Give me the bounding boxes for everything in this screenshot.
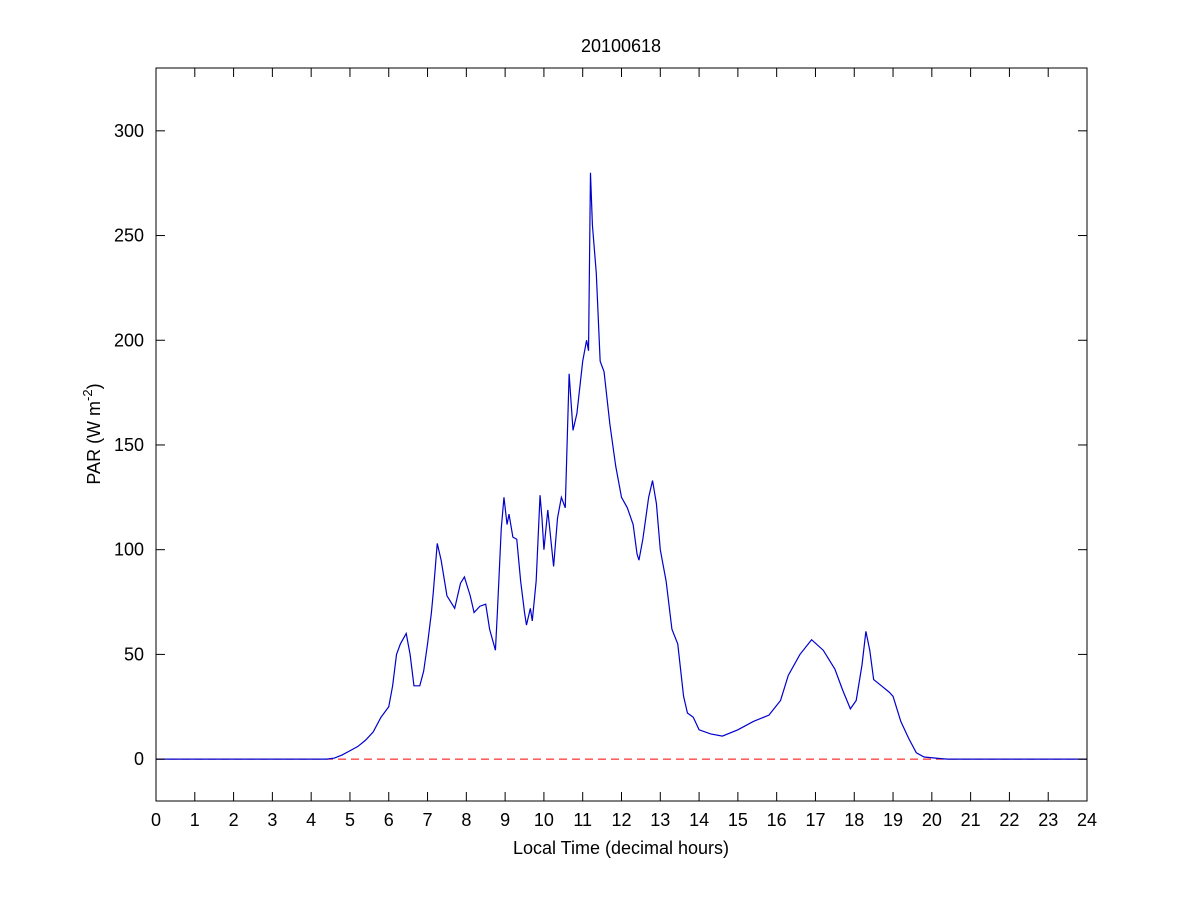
y-axis-label-exponent: -2 <box>80 389 95 401</box>
x-tick-label: 5 <box>345 810 355 830</box>
x-tick-label: 14 <box>689 810 709 830</box>
x-tick-label: 4 <box>306 810 316 830</box>
y-tick-label: 250 <box>114 226 144 246</box>
x-tick-label: 7 <box>423 810 433 830</box>
y-tick-label: 200 <box>114 330 144 350</box>
x-tick-label: 8 <box>461 810 471 830</box>
x-tick-label: 11 <box>573 810 592 830</box>
chart-title: 20100618 <box>581 36 661 56</box>
y-axis-label-text: PAR (W m <box>84 401 104 485</box>
x-tick-label: 3 <box>267 810 277 830</box>
x-tick-label: 2 <box>229 810 239 830</box>
x-tick-label: 12 <box>611 810 631 830</box>
y-tick-label: 150 <box>114 435 144 455</box>
x-tick-label: 21 <box>961 810 981 830</box>
y-tick-label: 300 <box>114 121 144 141</box>
x-tick-label: 20 <box>922 810 942 830</box>
x-tick-label: 18 <box>844 810 864 830</box>
y-tick-label: 0 <box>134 749 144 769</box>
x-tick-label: 15 <box>728 810 748 830</box>
x-tick-label: 24 <box>1077 810 1097 830</box>
y-tick-label: 50 <box>124 644 144 664</box>
y-axis-label: PAR (W m-2) <box>80 383 104 484</box>
x-tick-label: 0 <box>151 810 161 830</box>
x-tick-label: 19 <box>883 810 903 830</box>
x-tick-label: 13 <box>650 810 670 830</box>
x-tick-label: 9 <box>500 810 510 830</box>
x-tick-label: 1 <box>190 810 200 830</box>
x-tick-label: 23 <box>1038 810 1058 830</box>
x-tick-label: 10 <box>534 810 554 830</box>
y-axis-label-suffix: ) <box>84 383 104 389</box>
data-line <box>156 172 1087 760</box>
x-tick-label: 6 <box>384 810 394 830</box>
x-tick-label: 22 <box>999 810 1019 830</box>
x-axis-label: Local Time (decimal hours) <box>513 838 729 858</box>
x-tick-label: 16 <box>767 810 787 830</box>
y-tick-label: 100 <box>114 540 144 560</box>
x-tick-label: 17 <box>805 810 825 830</box>
